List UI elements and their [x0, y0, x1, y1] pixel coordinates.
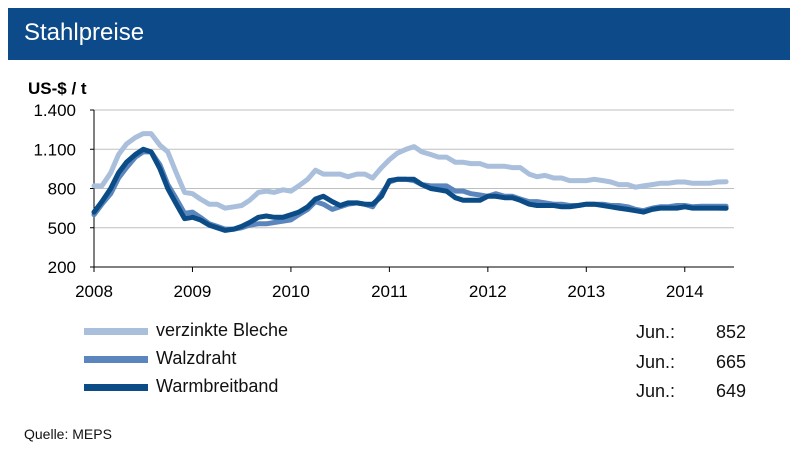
latest-value-number: 852	[715, 322, 746, 342]
latest-value-number: 649	[715, 381, 746, 401]
latest-value-month: Jun.:	[636, 352, 676, 372]
y-tick-label: 1.100	[33, 140, 76, 159]
latest-value-month: Jun.:	[636, 322, 676, 342]
y-axis-label: US-$ / t	[28, 79, 87, 98]
series-line-warmbreitband	[91, 146, 729, 233]
legend-label-walzdraht: Walzdraht	[156, 348, 237, 368]
y-tick-label: 200	[48, 258, 76, 277]
x-tick-label: 2011	[371, 282, 408, 301]
series-line-verzinkte-bleche	[91, 131, 729, 211]
latest-value-walzdraht: Jun.: 665	[636, 352, 746, 374]
y-tick-label: 500	[48, 219, 76, 238]
latest-value-verzinkte-bleche: Jun.: 852	[636, 322, 746, 344]
x-tick-label: 2008	[75, 282, 113, 301]
title-banner: Stahlpreise	[8, 8, 790, 60]
x-tick-label: 2014	[666, 282, 704, 301]
y-tick-label: 1.400	[33, 101, 76, 120]
page-title: Stahlpreise	[24, 19, 145, 46]
legend-label-verzinkte-bleche: verzinkte Bleche	[156, 320, 289, 340]
latest-value-warmbreitband: Jun.: 649	[636, 381, 746, 403]
x-tick-label: 2013	[567, 282, 605, 301]
x-tick-label: 2012	[469, 282, 507, 301]
latest-value-number: 665	[715, 352, 746, 372]
source-note: Quelle: MEPS	[24, 426, 112, 442]
legend-swatch-warmbreitband	[84, 384, 148, 391]
y-tick-label: 800	[48, 180, 76, 199]
x-tick-label: 2010	[272, 282, 310, 301]
x-tick-label: 2009	[174, 282, 212, 301]
legend-label-warmbreitband: Warmbreitband	[156, 376, 279, 396]
legend-swatch-verzinkte-bleche	[84, 328, 148, 335]
legend-swatch-walzdraht	[84, 356, 148, 363]
latest-value-month: Jun.:	[636, 381, 676, 401]
